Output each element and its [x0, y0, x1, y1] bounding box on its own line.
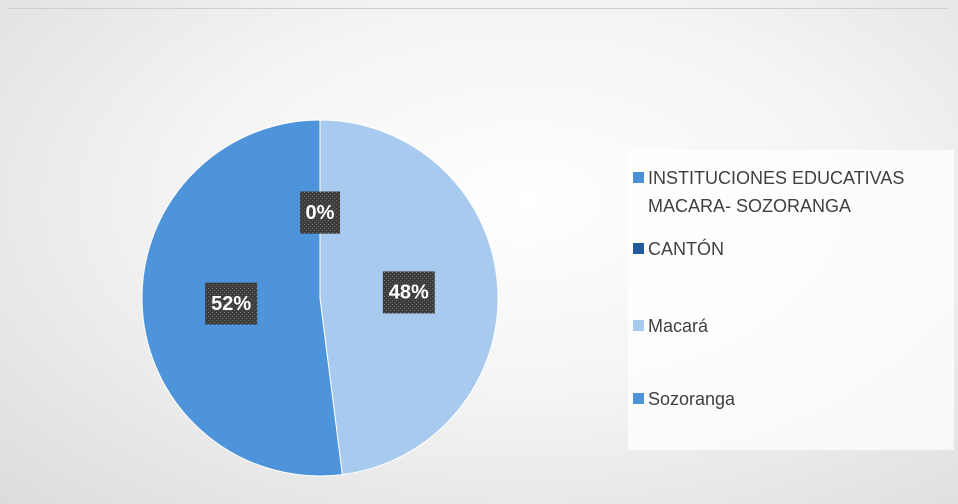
chart-frame — [8, 8, 948, 495]
data-label: 0% — [306, 202, 335, 224]
data-label-box — [205, 282, 258, 325]
legend-item: INSTITUCIONES EDUCATIVAS MACARA- SOZORAN… — [633, 164, 938, 220]
data-label-box — [300, 191, 340, 234]
legend-item: Sozoranga — [633, 385, 938, 413]
data-label-box — [382, 271, 435, 314]
legend-label: INSTITUCIONES EDUCATIVAS MACARA- SOZORAN… — [648, 168, 905, 216]
legend-label: Macará — [648, 316, 709, 336]
data-label: 48% — [389, 282, 429, 304]
legend-item: Macará — [633, 312, 938, 340]
legend-swatch — [633, 243, 644, 254]
legend-label: CANTÓN — [648, 239, 724, 259]
legend-item: CANTÓN — [633, 235, 938, 263]
legend-swatch — [633, 393, 644, 404]
legend-swatch — [633, 320, 644, 331]
legend-swatch — [633, 172, 644, 183]
legend: INSTITUCIONES EDUCATIVAS MACARA- SOZORAN… — [628, 150, 954, 450]
legend-label: Sozoranga — [648, 389, 736, 409]
data-label: 52% — [211, 293, 251, 315]
